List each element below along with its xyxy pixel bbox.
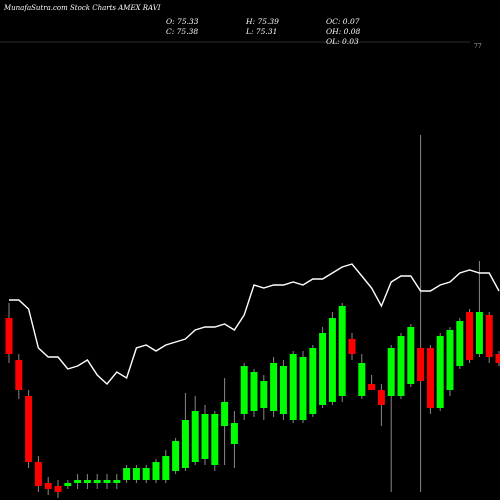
candle-down <box>485 315 493 357</box>
candle-down <box>368 384 376 390</box>
candle-up <box>279 366 287 414</box>
candle-up <box>221 402 229 426</box>
price-axis-label: 77 <box>474 43 482 50</box>
candle-up <box>289 354 297 420</box>
candle-up <box>162 456 170 480</box>
price-line <box>9 263 500 386</box>
candle-up <box>407 327 415 384</box>
candle-up <box>113 480 121 483</box>
candle-up <box>132 468 140 480</box>
high-value: H: 75.39 <box>246 17 279 26</box>
candles-group <box>5 135 500 498</box>
candle-down <box>495 354 500 363</box>
candle-down <box>377 390 385 405</box>
candle-up <box>387 348 395 396</box>
candle-up <box>74 480 82 483</box>
brand-name: MunafaSutra.com <box>4 4 68 12</box>
candle-up <box>230 423 238 444</box>
candle-up <box>103 480 111 483</box>
candle-down <box>348 339 356 354</box>
candle-up <box>201 414 209 459</box>
candle-up <box>250 372 258 411</box>
oc-value: OC: 0.07 <box>326 17 360 26</box>
candle-up <box>211 414 219 465</box>
title-text: Stock Charts AMEX RAVI <box>70 4 161 12</box>
candle-up <box>123 468 131 480</box>
ol-value: OL: 0.03 <box>326 37 359 46</box>
candle-up <box>456 321 464 366</box>
low-value: L: 75.31 <box>246 27 278 36</box>
candle-up <box>309 348 317 414</box>
candle-up <box>328 318 336 402</box>
candle-up <box>446 330 454 390</box>
candle-up <box>172 441 180 471</box>
candle-up <box>181 420 189 468</box>
candle-up <box>299 357 307 420</box>
candle-down <box>426 348 434 408</box>
candle-down <box>15 360 23 390</box>
candle-up <box>83 480 91 483</box>
chart-title: MunafaSutra.com Stock Charts AMEX RAVI <box>4 4 161 12</box>
close-value: C: 75.38 <box>166 27 199 36</box>
candle-up <box>260 381 268 408</box>
candle-up <box>240 366 248 414</box>
candle-up <box>152 462 160 480</box>
candle-up <box>338 306 346 396</box>
candle-up <box>475 312 483 354</box>
candle-down <box>417 348 425 381</box>
candle-down <box>5 318 13 354</box>
candle-up <box>319 333 327 405</box>
candle-down <box>54 486 62 492</box>
candle-up <box>93 480 101 483</box>
candle-down <box>466 312 474 360</box>
candle-up <box>436 336 444 408</box>
candle-up <box>64 483 72 486</box>
open-value: O: 75.33 <box>166 17 199 26</box>
candle-up <box>397 336 405 396</box>
candle-down <box>34 462 42 486</box>
candle-down <box>44 483 52 489</box>
candle-up <box>358 363 366 396</box>
candle-down <box>25 396 33 462</box>
oh-value: OH: 0.08 <box>326 27 361 36</box>
candle-up <box>270 363 278 411</box>
candle-up <box>142 468 150 480</box>
candle-up <box>191 411 199 462</box>
